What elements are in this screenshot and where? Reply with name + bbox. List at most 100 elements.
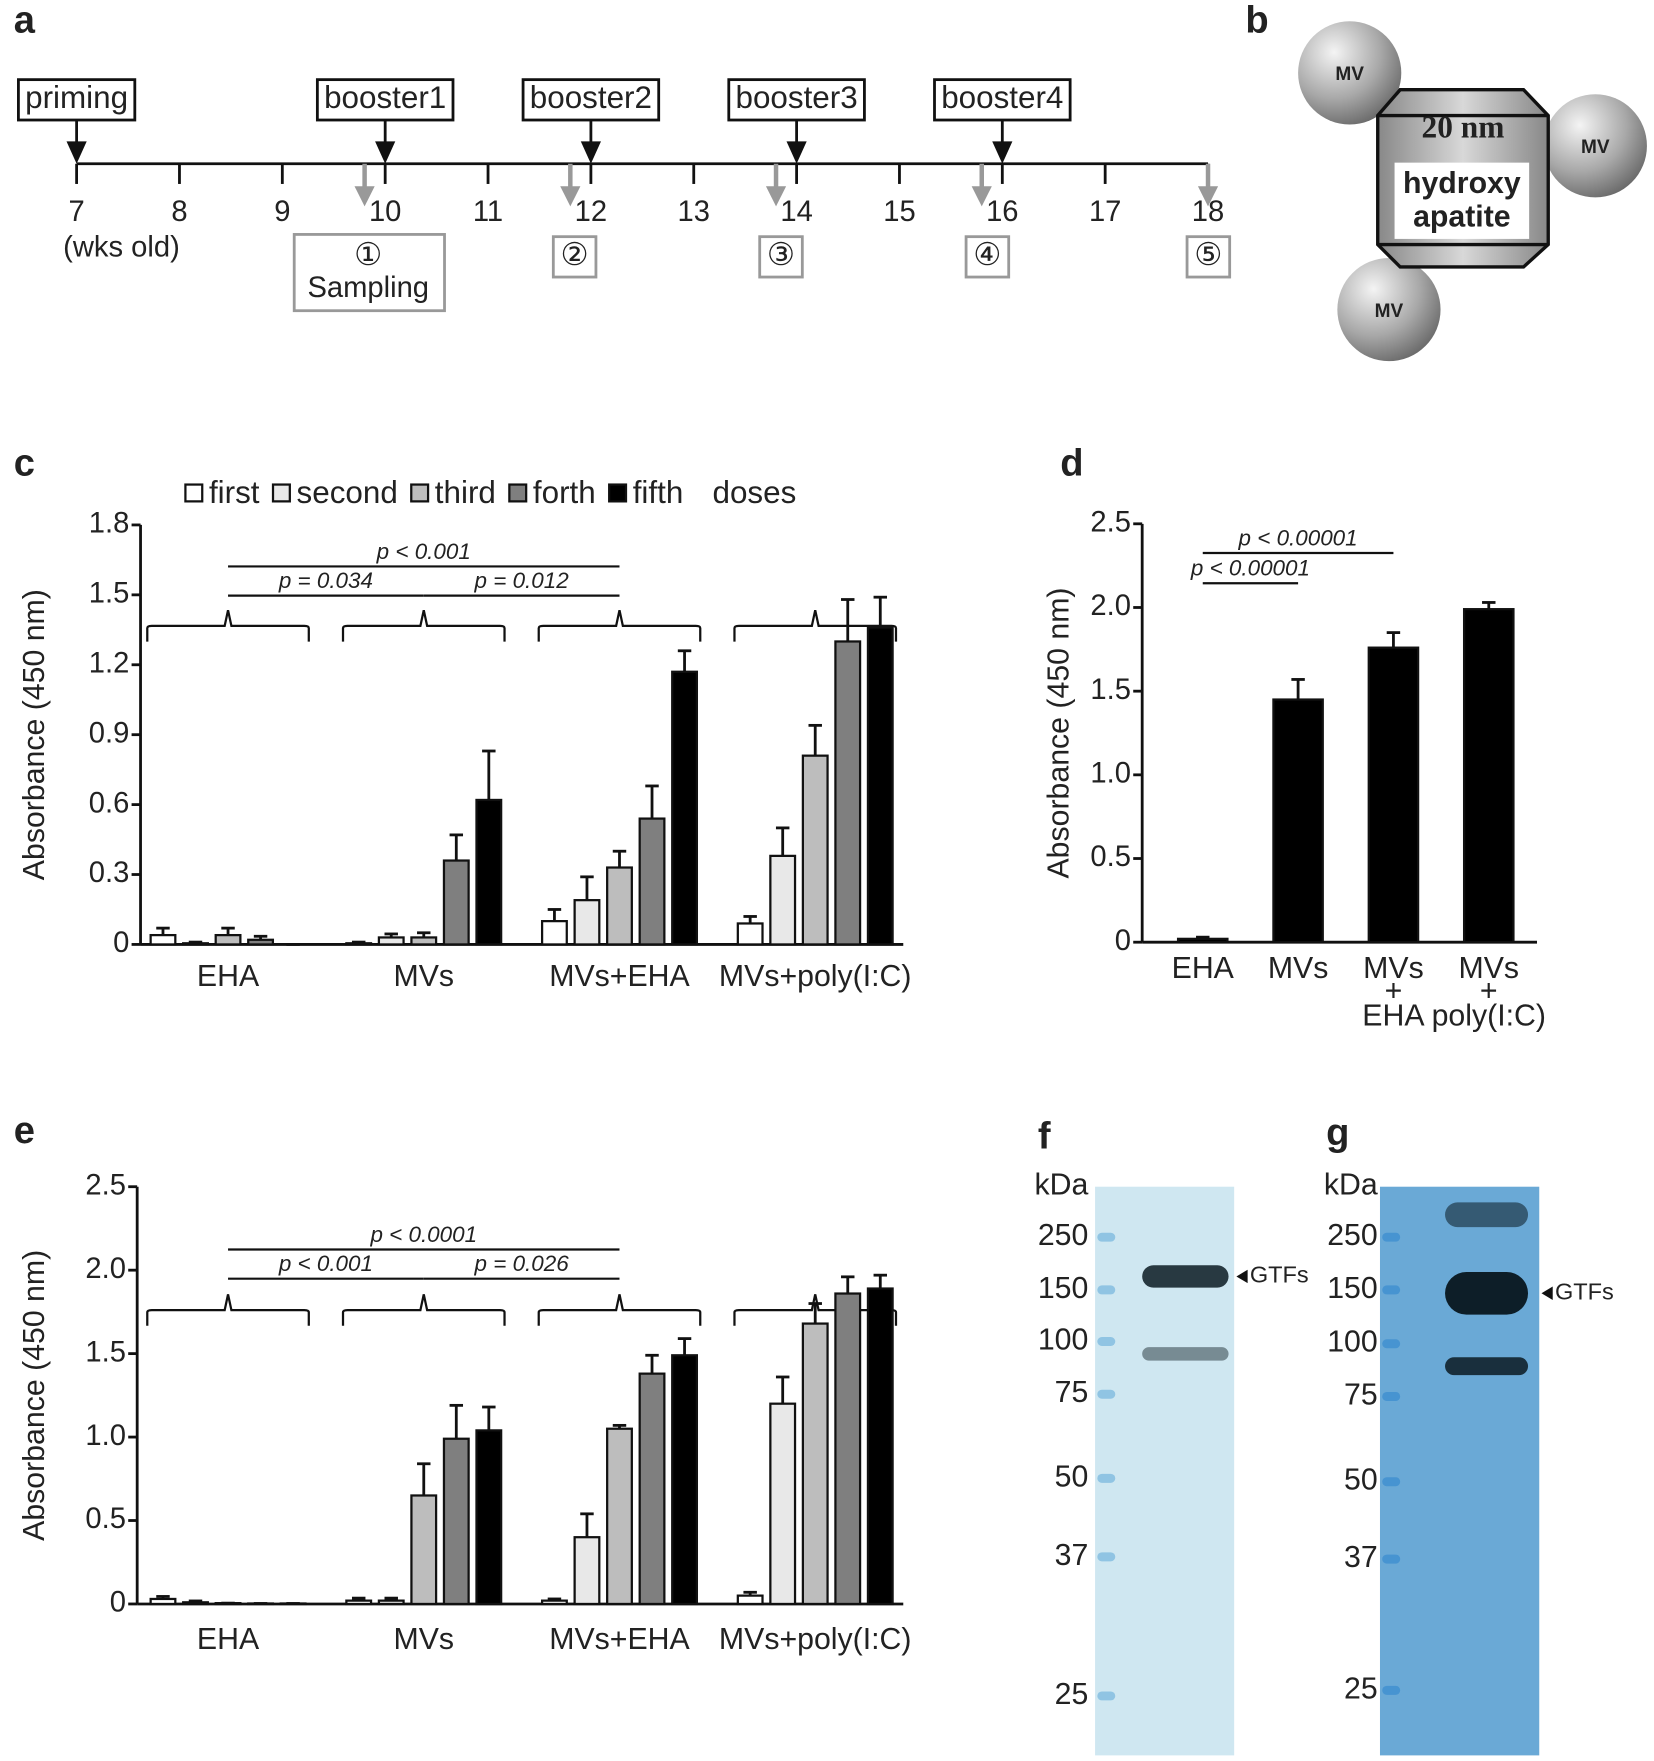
x-tick-label: MVs+poly(I:C) [719,960,912,993]
x-tick-label: EHA [1172,952,1235,985]
bar [442,1437,470,1606]
marker-label: 50 [1344,1464,1378,1497]
panel-label: e [14,1109,35,1152]
bar [606,1427,633,1606]
marker-label: 75 [1055,1376,1089,1409]
y-tick-label: 1.5 [85,1336,126,1368]
arrowhead [375,141,396,164]
y-tick-label: 1.0 [85,1420,126,1452]
week-label: 15 [883,196,915,228]
group-bracket [733,1294,898,1326]
y-tick-label: 0.5 [1090,841,1131,873]
sampling-box [758,235,804,279]
week-label: 16 [986,196,1018,228]
y-tick-label: 1.5 [1090,674,1131,706]
marker-label: 100 [1327,1326,1378,1359]
bar [182,942,209,946]
arrowhead [66,141,87,164]
sampling-label: Sampling [307,272,429,304]
event-label: priming [25,80,128,115]
group-bracket [733,609,898,642]
mv-label: MV [1581,137,1610,158]
marker-label: 150 [1327,1272,1378,1305]
bar [247,938,275,946]
band-arrow [1541,1286,1553,1300]
x-tick-label: MVs [393,960,454,993]
week-label: 12 [575,196,607,228]
ladder-band [1382,1391,1401,1401]
legend-swatch [271,483,291,503]
x-tick-label: poly(I:C) [1432,999,1546,1032]
arrowhead [354,186,375,207]
bar [801,754,829,946]
week-label: 8 [171,196,187,228]
marker-label: 100 [1038,1324,1089,1357]
protein-band [1445,1357,1529,1376]
unit-label: kDa [1324,1169,1378,1202]
bar [1272,698,1324,944]
y-tick-label: 2.5 [1090,507,1131,539]
y-tick-label: 0 [110,1587,126,1619]
p-value: p = 0.012 [474,568,570,593]
bar [410,1494,438,1606]
ladder-band [1097,1389,1116,1399]
marker-label: 25 [1055,1678,1089,1711]
x-tick-label: MVs [1363,952,1424,985]
y-tick-label: 0.9 [89,717,130,749]
ladder-band [1382,1477,1401,1487]
bar [736,1594,764,1606]
y-tick-label: 1.5 [89,578,130,610]
bar [736,922,764,946]
p-value: p < 0.00001 [1238,525,1358,550]
marker-label: 150 [1038,1272,1089,1305]
bar [149,933,177,946]
y-tick-label: 1.8 [89,508,130,540]
panel-label: a [14,0,36,42]
ladder-band [1382,1232,1401,1242]
event-label: booster2 [530,80,652,115]
bar [345,942,373,946]
bar [377,936,405,946]
y-tick-label: 0 [1115,925,1131,957]
p-value: p = 0.034 [278,568,373,593]
week-label: 11 [473,196,503,228]
bar [540,920,568,946]
bar [671,670,699,946]
blot-membrane [1379,1186,1540,1756]
y-tick-label: 2.0 [1090,590,1131,622]
arrowhead [765,186,787,207]
marker-label: 25 [1344,1672,1378,1705]
y-axis-label: Absorbance (450 nm) [18,1250,51,1541]
arrowhead [580,141,601,164]
x-tick-label: MVs [1268,952,1329,985]
week-label: 10 [369,196,401,228]
ladder-band [1382,1285,1401,1295]
bar [1176,937,1229,944]
band-label: GTFs [1250,1262,1309,1288]
core-label-bg [1394,162,1530,239]
bar [1367,646,1420,944]
arrowhead [560,186,581,207]
panel-label: g [1326,1111,1349,1154]
panel-label: c [14,442,35,485]
protein-band [1445,1202,1529,1228]
x-tick-label: EHA [197,1623,260,1656]
event-label: booster3 [736,80,858,115]
x-tick-label: MVs [1459,952,1520,985]
sampling-number: ② [561,237,589,272]
bar [866,626,894,946]
group-bracket [537,609,702,642]
y-tick-label: 0 [113,927,129,959]
p-value: p < 0.001 [278,1251,373,1276]
event-label: booster4 [941,80,1063,115]
x-tick-label: EHA [197,960,260,993]
bar [638,1372,666,1606]
bar [638,817,666,946]
ladder-band [1382,1554,1401,1564]
bar [149,1597,177,1606]
p-value: p < 0.00001 [1190,556,1310,581]
group-bracket [341,609,506,642]
bar [866,1287,894,1606]
mv-particle [1543,94,1647,198]
